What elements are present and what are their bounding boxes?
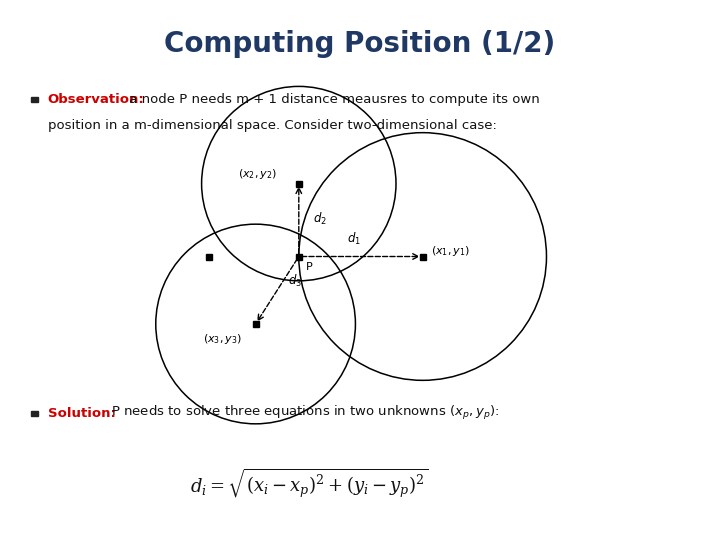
Text: position in a m-dimensional space. Consider two-dimensional case:: position in a m-dimensional space. Consi… <box>48 119 496 132</box>
Text: $d_2$: $d_2$ <box>313 211 328 227</box>
Text: $(x_3,y_3)$: $(x_3,y_3)$ <box>203 332 242 346</box>
Text: $d_1$: $d_1$ <box>346 231 361 247</box>
Text: P needs to solve three equations in two unknowns $(x_p,y_p)$:: P needs to solve three equations in two … <box>107 404 500 422</box>
Bar <box>32 97 38 102</box>
Text: $d_i = \sqrt{(x_i - x_p)^2 + (y_i - y_p)^2}$: $d_i = \sqrt{(x_i - x_p)^2 + (y_i - y_p)… <box>190 467 429 500</box>
Bar <box>32 410 38 416</box>
Text: $(x_1,y_1)$: $(x_1,y_1)$ <box>431 244 470 258</box>
Text: P: P <box>306 262 312 272</box>
Text: Observation:: Observation: <box>48 93 144 106</box>
Text: $(x_2,y_2)$: $(x_2,y_2)$ <box>238 167 276 181</box>
Text: Computing Position (1/2): Computing Position (1/2) <box>164 30 556 58</box>
Text: Solution:: Solution: <box>48 407 115 420</box>
Text: $d_3$: $d_3$ <box>288 273 302 289</box>
Text: a node P needs m + 1 distance meausres to compute its own: a node P needs m + 1 distance meausres t… <box>125 93 539 106</box>
